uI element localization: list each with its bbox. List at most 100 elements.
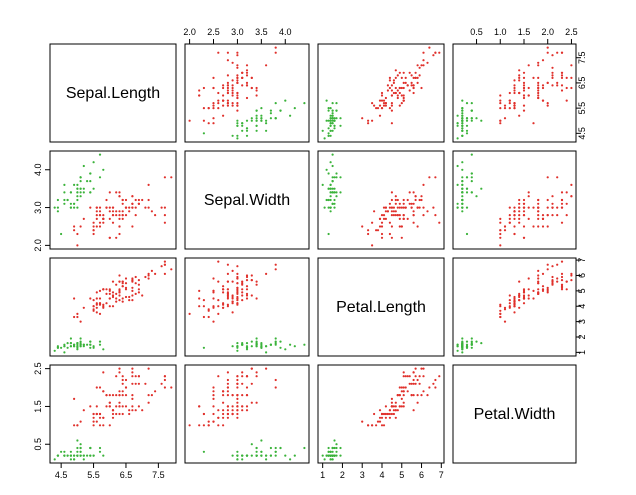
tick-label-x-petal-length: 7 xyxy=(439,470,444,480)
point-s1-94 xyxy=(414,76,417,79)
point-s1-10 xyxy=(371,244,374,247)
point-s1-56 xyxy=(390,122,393,125)
point-s1-72 xyxy=(434,51,437,54)
point-s1-45 xyxy=(236,102,239,105)
point-s1-0 xyxy=(141,409,144,412)
point-s1-32 xyxy=(378,99,382,102)
point-s1-66 xyxy=(410,81,413,84)
point-s0-31 xyxy=(255,109,258,112)
point-s1-58 xyxy=(212,394,215,397)
point-s1-47 xyxy=(231,300,234,303)
point-s1-33 xyxy=(402,401,405,404)
point-s1-2 xyxy=(398,202,401,205)
point-s1-97 xyxy=(404,386,407,389)
point-s1-50 xyxy=(250,86,253,90)
point-s1-99 xyxy=(236,394,239,397)
point-s0-46 xyxy=(274,454,277,457)
point-s1-95 xyxy=(404,375,407,378)
point-s1-83 xyxy=(226,86,229,90)
point-s1-82 xyxy=(121,280,124,283)
point-s1-7 xyxy=(367,229,370,232)
point-s1-42 xyxy=(508,221,511,224)
point-s1-72 xyxy=(163,214,166,217)
point-s1-94 xyxy=(250,279,253,282)
panel-sepal-width-vs-sepal-length xyxy=(49,150,177,250)
point-s1-39 xyxy=(92,225,95,228)
point-s0-20 xyxy=(461,109,464,112)
point-s1-57 xyxy=(150,210,153,213)
point-s1-95 xyxy=(131,375,134,378)
point-s1-44 xyxy=(513,104,516,107)
tick-label-x-petal-length: 2 xyxy=(340,470,345,480)
point-s0-15 xyxy=(303,343,306,346)
point-s1-87 xyxy=(121,282,124,285)
point-s1-62 xyxy=(551,206,554,209)
point-s1-52 xyxy=(236,66,239,69)
point-s0-19 xyxy=(274,343,277,346)
point-s1-20 xyxy=(245,292,249,295)
point-s0-22 xyxy=(265,129,268,132)
point-s1-99 xyxy=(105,206,108,209)
point-s1-11 xyxy=(384,96,387,100)
point-s1-83 xyxy=(402,405,405,408)
point-s1-12 xyxy=(380,236,384,239)
point-s0-37 xyxy=(456,345,459,348)
point-s1-69 xyxy=(400,236,403,239)
point-s0-39 xyxy=(79,343,82,346)
point-s1-17 xyxy=(382,217,386,220)
point-s1-80 xyxy=(226,59,229,62)
point-s0-30 xyxy=(69,342,72,345)
point-s1-23 xyxy=(226,294,229,297)
point-s0-27 xyxy=(260,114,263,117)
point-s1-96 xyxy=(118,289,121,292)
point-s1-94 xyxy=(414,195,417,198)
point-s1-26 xyxy=(518,74,521,77)
point-s1-87 xyxy=(241,394,244,397)
point-s1-77 xyxy=(111,394,115,397)
point-s0-15 xyxy=(303,102,306,105)
tick-label-x-sepal-width: 4.0 xyxy=(279,27,292,37)
point-s1-58 xyxy=(537,76,540,79)
point-s1-31 xyxy=(499,229,502,232)
point-s1-37 xyxy=(388,412,391,416)
point-s1-61 xyxy=(406,390,409,393)
point-s0-32 xyxy=(331,164,334,168)
point-s1-37 xyxy=(118,232,121,236)
point-s1-98 xyxy=(560,191,564,194)
point-s0-42 xyxy=(56,346,60,349)
point-s1-83 xyxy=(118,214,121,217)
point-s1-94 xyxy=(250,76,253,79)
point-s1-44 xyxy=(95,302,98,305)
point-s1-42 xyxy=(102,221,105,224)
point-s0-49 xyxy=(461,195,464,198)
point-s1-93 xyxy=(134,375,137,378)
point-s1-79 xyxy=(416,206,419,209)
point-s1-8 xyxy=(392,210,395,213)
point-s1-81 xyxy=(274,268,277,271)
point-s0-36 xyxy=(260,107,263,110)
point-s1-96 xyxy=(400,225,403,228)
point-s1-9 xyxy=(518,306,521,309)
point-s1-65 xyxy=(121,285,124,288)
point-s0-26 xyxy=(255,119,258,122)
point-s1-42 xyxy=(380,99,384,102)
tick-label-y-petal-width: 2.5 xyxy=(33,362,43,375)
point-s0-49 xyxy=(76,345,79,348)
point-s0-20 xyxy=(89,454,92,457)
point-s1-41 xyxy=(392,91,395,95)
point-s1-28 xyxy=(231,405,234,408)
point-s1-78 xyxy=(551,84,554,87)
point-s1-5 xyxy=(390,214,393,217)
point-s1-28 xyxy=(231,297,234,300)
point-s0-47 xyxy=(63,454,66,457)
point-s1-89 xyxy=(408,202,411,205)
point-s1-4 xyxy=(124,295,128,299)
point-s1-75 xyxy=(147,394,150,397)
point-s1-72 xyxy=(546,214,549,217)
point-s1-87 xyxy=(537,84,540,87)
point-s0-34 xyxy=(241,454,244,457)
point-s1-95 xyxy=(236,76,239,79)
point-s0-31 xyxy=(470,343,473,346)
point-s1-81 xyxy=(546,176,549,179)
point-s0-14 xyxy=(461,99,464,102)
